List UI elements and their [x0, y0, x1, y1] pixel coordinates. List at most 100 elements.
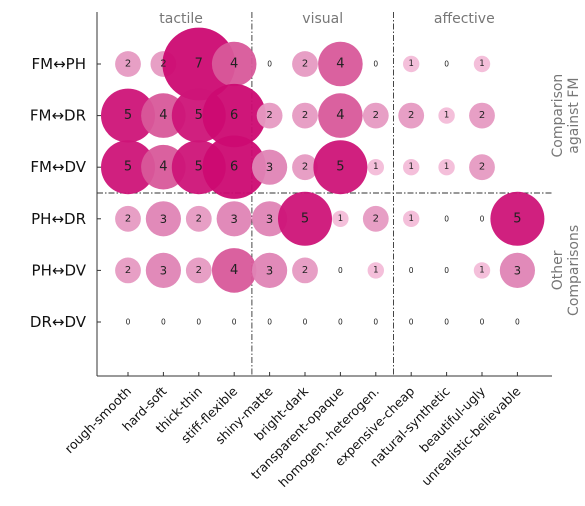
bubble [292, 257, 318, 284]
bubble-value-label: 5 [195, 160, 203, 175]
bubble-value-label: 2 [302, 110, 308, 121]
bubble [292, 102, 318, 129]
bubble [499, 252, 535, 288]
bubble-value-label: 2 [302, 162, 308, 173]
bubble-value-label: 1 [373, 162, 378, 172]
bubble-value-label: 2 [196, 213, 202, 224]
bubble-value-label: 1 [338, 214, 343, 224]
row-label: DR↔DV [30, 313, 87, 331]
row-group-label-line: against FM [566, 78, 582, 154]
bubble-value-label: 5 [124, 160, 132, 175]
bubble-value-label: 6 [230, 160, 238, 175]
row-group-label-line: Comparisons [566, 225, 582, 316]
bubble [332, 210, 349, 227]
bubble [115, 51, 141, 77]
bubble [473, 262, 491, 279]
bubble-value-label: 2 [479, 162, 485, 173]
bubble [115, 257, 141, 284]
bubble [438, 107, 455, 124]
bubble-value-label: 4 [336, 57, 344, 72]
bubble [162, 27, 236, 101]
bubble-value-label: 1 [408, 59, 413, 69]
bubble-layer [101, 27, 545, 293]
row-group-label-line: Comparison [550, 74, 566, 158]
bubble [292, 51, 318, 77]
bubble [202, 135, 266, 199]
row-group-label: OtherComparisons [550, 225, 582, 316]
bubble-value-label: 2 [196, 265, 202, 276]
bubble-value-label: 0 [161, 318, 166, 327]
bubble-value-label: 4 [159, 160, 167, 175]
bubble [318, 41, 363, 87]
bubble-value-label: 5 [513, 211, 521, 226]
bubble [469, 102, 495, 129]
bubble-value-label: 0 [444, 266, 449, 275]
bubble-value-label: 5 [195, 108, 203, 123]
bubble-value-label: 0 [444, 214, 449, 223]
bubble-value-label: 0 [409, 318, 414, 327]
bubble [469, 154, 495, 181]
bubble-value-label: 4 [230, 57, 238, 72]
bubble-value-label: 2 [302, 59, 308, 70]
chart-axes [96, 12, 552, 377]
bubble-value-label: 1 [408, 214, 413, 224]
bubble-value-label: 5 [301, 211, 309, 226]
bubble-value-label: 3 [514, 263, 521, 277]
bubble-value-label: 1 [479, 265, 484, 275]
bubble-value-label: 5 [336, 160, 344, 175]
bubble-value-label: 0 [480, 214, 485, 223]
bubble-value-label: 2 [373, 110, 379, 121]
bubble-value-label: 3 [160, 212, 167, 226]
bubble [403, 210, 420, 227]
bubble-value-label: 0 [444, 318, 449, 327]
bubble [292, 154, 318, 181]
bubble [362, 205, 389, 232]
bubble [252, 201, 288, 237]
bubble [367, 262, 384, 279]
bubble [185, 205, 212, 232]
bubble-value-label: 0 [373, 60, 378, 69]
bubble-value-label: 4 [336, 108, 344, 123]
bubble [145, 201, 181, 237]
bubble [252, 252, 288, 288]
bubble-value-label: 0 [196, 318, 201, 327]
column-group-label: affective [434, 11, 495, 27]
bubble [252, 149, 288, 185]
bubble [256, 102, 283, 129]
row-label: FM↔DV [30, 158, 86, 176]
bubble-value-label: 3 [266, 212, 273, 226]
bubble-value-label: 0 [515, 318, 520, 327]
bubble [313, 140, 368, 195]
bubble [403, 159, 420, 176]
bubble-value-label: 0 [267, 318, 272, 327]
bubble [398, 102, 425, 129]
bubble [490, 191, 545, 246]
bubble-value-label: 7 [195, 57, 203, 72]
bubble-value-label: 2 [408, 110, 414, 121]
bubble-value-label: 2 [302, 265, 308, 276]
bubble-value-label: 1 [479, 59, 484, 69]
bubble [318, 93, 363, 138]
bubble [367, 159, 384, 176]
row-label: FM↔PH [32, 55, 86, 73]
row-label: PH↔DV [32, 261, 87, 279]
bubble [438, 159, 455, 176]
bubble-value-label: 0 [444, 60, 449, 69]
bubble-value-label: 5 [124, 108, 132, 123]
bubble-value-label: 6 [230, 108, 238, 123]
column-group-label: tactile [159, 11, 203, 27]
label-layer: tactile visual affective 2 2 7 4 0 2 4 0 1 0 1 5 4 5 6 2 2 4… [30, 11, 582, 490]
bubble-value-label: 0 [409, 266, 414, 275]
bubble-value-label: 0 [303, 318, 308, 327]
bubble-value-label: 2 [373, 213, 379, 224]
bubble [145, 252, 181, 288]
bubble [403, 55, 420, 73]
bubble-value-label: 3 [266, 263, 273, 277]
bubble [211, 41, 257, 87]
bubble-value-label: 0 [480, 318, 485, 327]
bubble-value-label: 3 [231, 212, 238, 226]
bubble-value-label: 2 [479, 110, 485, 121]
bubble [101, 88, 155, 143]
row-group-label: Comparisonagainst FM [550, 74, 582, 158]
bubble-value-label: 1 [444, 162, 449, 172]
